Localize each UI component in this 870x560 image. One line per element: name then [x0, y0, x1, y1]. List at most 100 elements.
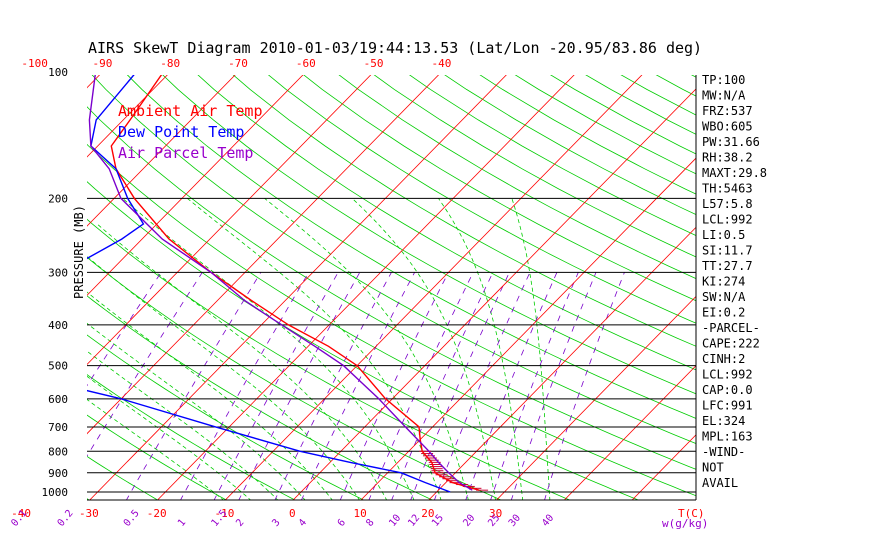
- bottom-temp-tick-label: -20: [147, 507, 167, 520]
- mixing-ratio-line: [510, 272, 597, 500]
- pressure-tick-label: 700: [48, 421, 68, 434]
- pressure-ticks: 100 200 300 400 500 600 700 800 900 1000: [42, 66, 69, 499]
- top-temp-tick-label: -100: [21, 57, 48, 70]
- dry-adiabat: [87, 455, 159, 500]
- bottom-temp-tick-label: -30: [79, 507, 99, 520]
- mixing-ratio-line: [180, 272, 310, 500]
- legend-air-parcel-temp: Air Parcel Temp: [118, 144, 253, 162]
- pressure-tick-label: 1000: [42, 486, 69, 499]
- isotherm-line: [87, 75, 236, 227]
- isotherm-line: [156, 75, 575, 500]
- mixing-ratio-line: [87, 272, 162, 387]
- sounding-profiles: [87, 75, 480, 493]
- temperature-unit-label: T(C): [678, 507, 705, 520]
- index-label: EL:324: [702, 414, 745, 428]
- index-label: KI:274: [702, 275, 745, 289]
- dry-adiabat: [267, 75, 696, 324]
- dry-adiabats: [0, 53, 870, 501]
- mixing-ratio-line: [238, 272, 361, 500]
- index-label: FRZ:537: [702, 104, 753, 118]
- index-label: WBO:605: [702, 120, 753, 134]
- dry-adiabat: [87, 218, 571, 500]
- top-temp-tick-label: -90: [92, 57, 112, 70]
- bottom-temp-tick-label: 30: [489, 507, 502, 520]
- isotherm-line: [224, 75, 643, 500]
- mixing-ratio-line: [213, 272, 339, 500]
- legend-ambient-air-temp: Ambient Air Temp: [118, 102, 263, 120]
- isotherm-line: [89, 75, 507, 500]
- dry-adiabat: [87, 414, 228, 500]
- mixing-ratio-line: [339, 272, 449, 500]
- series-air-parcel-temp: [88, 75, 473, 491]
- bottom-temp-tick-label: 10: [353, 507, 366, 520]
- dry-adiabat: [786, 53, 870, 501]
- index-label: SW:N/A: [702, 290, 746, 304]
- legend: Ambient Air Temp Dew Point Temp Air Parc…: [118, 102, 263, 162]
- mixing-ratio-line: [465, 272, 558, 500]
- moist-adiabat: [87, 255, 360, 500]
- pressure-tick-label: 900: [48, 467, 68, 480]
- dry-adiabat: [752, 53, 870, 501]
- index-label: TT:27.7: [702, 259, 753, 273]
- mixing-ratio-label: 30: [507, 513, 523, 529]
- mixing-ratio-label: 8: [364, 517, 376, 529]
- mixing-ratio-unit-label: w(g/kg): [662, 517, 708, 530]
- index-label: AVAIL: [702, 476, 738, 490]
- mixing-ratio-label: 0.2: [56, 508, 76, 529]
- dry-adiabat: [444, 75, 696, 216]
- pressure-tick-label: 200: [48, 192, 68, 205]
- dry-adiabat: [338, 75, 696, 280]
- isotherm-line: [563, 365, 696, 500]
- index-label: -PARCEL-: [702, 321, 760, 335]
- index-label: CINH:2: [702, 352, 745, 366]
- top-temp-tick-label: -70: [228, 57, 248, 70]
- index-label: EI:0.2: [702, 306, 745, 320]
- isotherm-line: [0, 53, 53, 501]
- legend-dew-point-temp: Dew Point Temp: [118, 123, 244, 141]
- top-temp-tick-label: -80: [160, 57, 180, 70]
- mixing-ratio-line: [490, 272, 579, 500]
- index-label: PW:31.66: [702, 135, 760, 149]
- isotherm-line: [87, 75, 372, 366]
- moist-adiabat: [96, 223, 388, 500]
- pressure-tick-label: 500: [48, 360, 68, 373]
- dry-adiabat: [373, 75, 696, 258]
- mixing-ratio-label: 2: [234, 517, 246, 529]
- mixing-ratio-line: [125, 272, 262, 500]
- bottom-temp-tick-label: 20: [421, 507, 434, 520]
- mixing-ratio-label: 3: [270, 517, 282, 529]
- dry-adiabat: [0, 53, 22, 501]
- index-label: MPL:163: [702, 430, 753, 444]
- bottom-temp-tick-label: -40: [11, 507, 31, 520]
- bottom-temp-tick-label: 0: [289, 507, 296, 520]
- pressure-tick-label: 100: [48, 66, 68, 79]
- index-label: RH:38.2: [702, 151, 753, 165]
- top-temp-tick-label: -60: [296, 57, 316, 70]
- moist-adiabat: [87, 322, 306, 500]
- chart-title: AIRS SkewT Diagram 2010-01-03/19:44:13.5…: [88, 39, 702, 57]
- pressure-tick-label: 800: [48, 445, 68, 458]
- index-label: SI:11.7: [702, 244, 753, 258]
- mixing-ratio-line: [391, 272, 494, 500]
- isobars: [87, 197, 696, 493]
- plot-frame: [87, 75, 697, 501]
- dry-adiabat: [409, 75, 696, 236]
- top-temp-tick-label: -50: [364, 57, 384, 70]
- index-label: MW:N/A: [702, 89, 746, 103]
- dry-adiabat: [514, 75, 696, 175]
- dry-adiabat: [87, 295, 434, 500]
- mixing-ratio-line: [300, 272, 415, 500]
- mixing-ratio-label: 10: [387, 513, 403, 529]
- index-label: LCL:992: [702, 213, 753, 227]
- dry-adiabat: [303, 75, 696, 302]
- mixing-ratio-label: 12: [406, 513, 422, 529]
- pressure-tick-label: 400: [48, 319, 68, 332]
- dry-adiabat: [126, 75, 696, 419]
- moist-adiabat: [264, 198, 469, 500]
- index-label: MAXT:29.8: [702, 166, 767, 180]
- mixing-ratio-line: [274, 272, 392, 500]
- index-label: TP:100: [702, 73, 745, 87]
- mixing-ratio-line: [368, 272, 474, 500]
